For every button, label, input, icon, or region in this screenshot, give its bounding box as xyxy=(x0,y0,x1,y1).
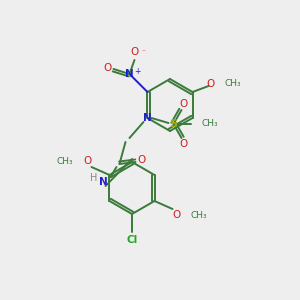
Text: CH₃: CH₃ xyxy=(57,157,74,166)
Text: N: N xyxy=(143,113,152,123)
Text: O: O xyxy=(83,156,92,166)
Text: O: O xyxy=(206,79,214,89)
Text: Cl: Cl xyxy=(126,235,138,245)
Text: O: O xyxy=(179,99,188,109)
Text: CH₃: CH₃ xyxy=(202,119,218,128)
Text: O: O xyxy=(172,210,181,220)
Text: O: O xyxy=(179,139,188,149)
Text: CH₃: CH₃ xyxy=(190,211,207,220)
Text: O: O xyxy=(103,63,112,73)
Text: ⁻: ⁻ xyxy=(142,47,146,56)
Text: CH₃: CH₃ xyxy=(224,80,241,88)
Text: N: N xyxy=(125,69,134,79)
Text: S: S xyxy=(169,119,178,129)
Text: O: O xyxy=(137,155,146,165)
Text: O: O xyxy=(130,47,139,57)
Text: +: + xyxy=(134,68,141,76)
Text: N: N xyxy=(99,177,108,187)
Text: H: H xyxy=(90,173,97,183)
